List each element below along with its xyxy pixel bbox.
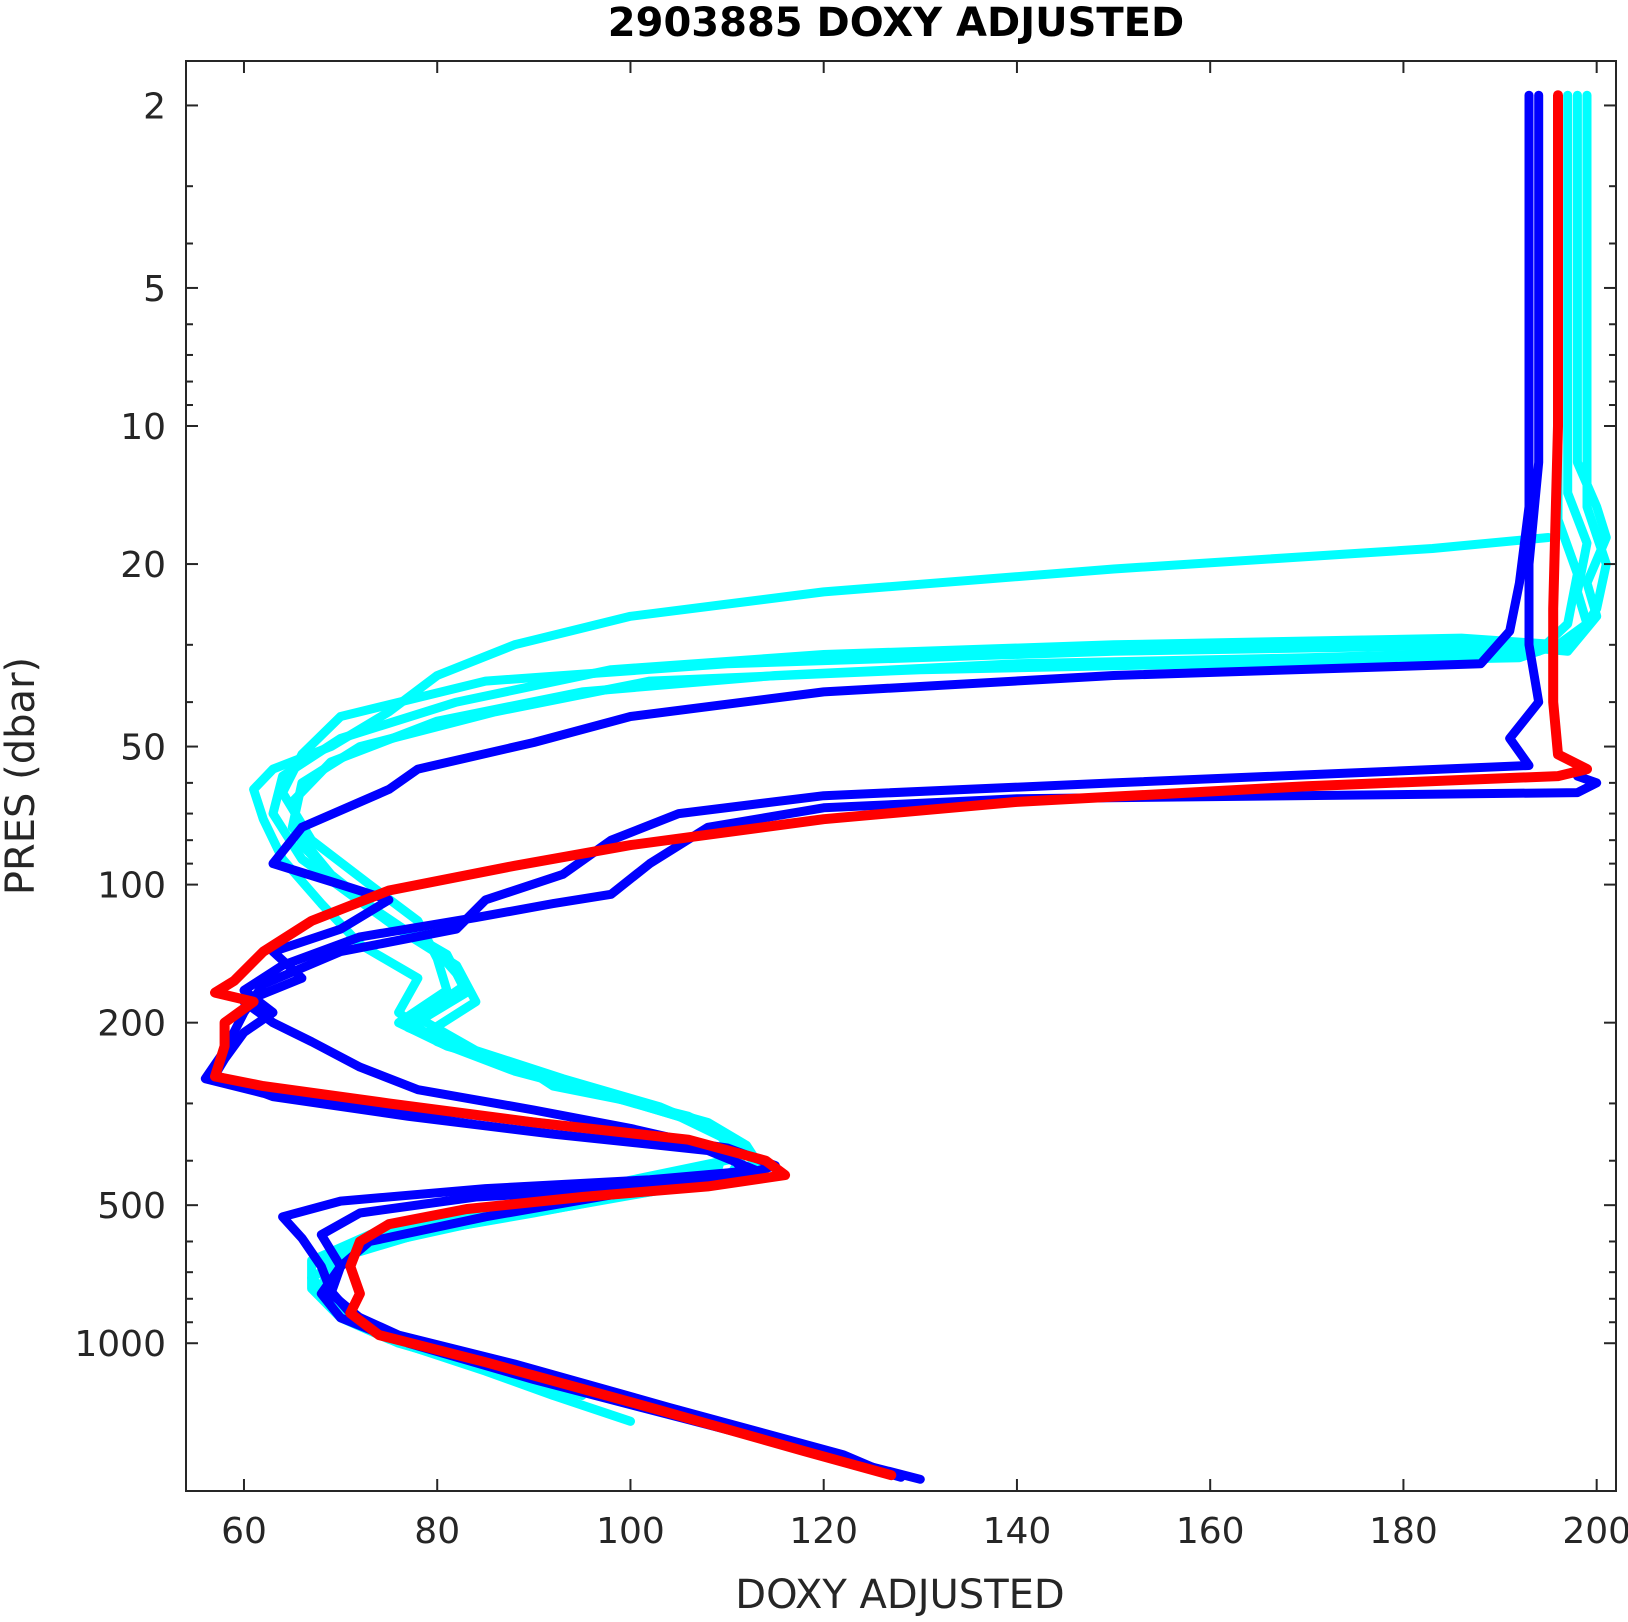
y-tick-label: 5 — [143, 269, 166, 310]
x-axis: 60 80 100 120 140 160 180 200 — [221, 61, 1628, 1552]
plot-frame — [185, 60, 1617, 1492]
x-tick-label: 120 — [789, 1511, 858, 1552]
x-tick-label: 80 — [414, 1511, 460, 1552]
x-axis-label: DOXY ADJUSTED — [735, 1572, 1064, 1618]
y-tick-label: 10 — [120, 407, 166, 448]
chart-title: 2903885 DOXY ADJUSTED — [608, 0, 1184, 46]
y-tick-label: 500 — [97, 1186, 166, 1227]
y-tick-label: 2 — [143, 86, 166, 127]
profile-line-6 — [239, 90, 1534, 1482]
x-tick-label: 180 — [1369, 1511, 1438, 1552]
x-tick-label: 200 — [1562, 1511, 1628, 1552]
y-tick-label: 200 — [97, 1004, 166, 1045]
profile-line-5 — [249, 533, 1553, 1415]
y-tick-label: 20 — [120, 545, 166, 586]
profile-line-8 — [210, 771, 1602, 1480]
y-tick-label: 1000 — [74, 1324, 166, 1365]
y-tick-label: 100 — [97, 866, 166, 907]
series-layer — [200, 90, 1611, 1484]
y-axis-label: PRES (dbar) — [0, 657, 44, 895]
x-tick-label: 100 — [596, 1511, 665, 1552]
y-axis: 2 5 10 20 50 100 200 500 1000 — [74, 86, 1616, 1365]
x-tick-label: 160 — [1176, 1511, 1245, 1552]
x-tick-label: 140 — [983, 1511, 1052, 1552]
y-tick-label: 50 — [120, 728, 166, 769]
profile-line-9 — [210, 90, 1592, 1481]
x-tick-label: 60 — [221, 1511, 267, 1552]
